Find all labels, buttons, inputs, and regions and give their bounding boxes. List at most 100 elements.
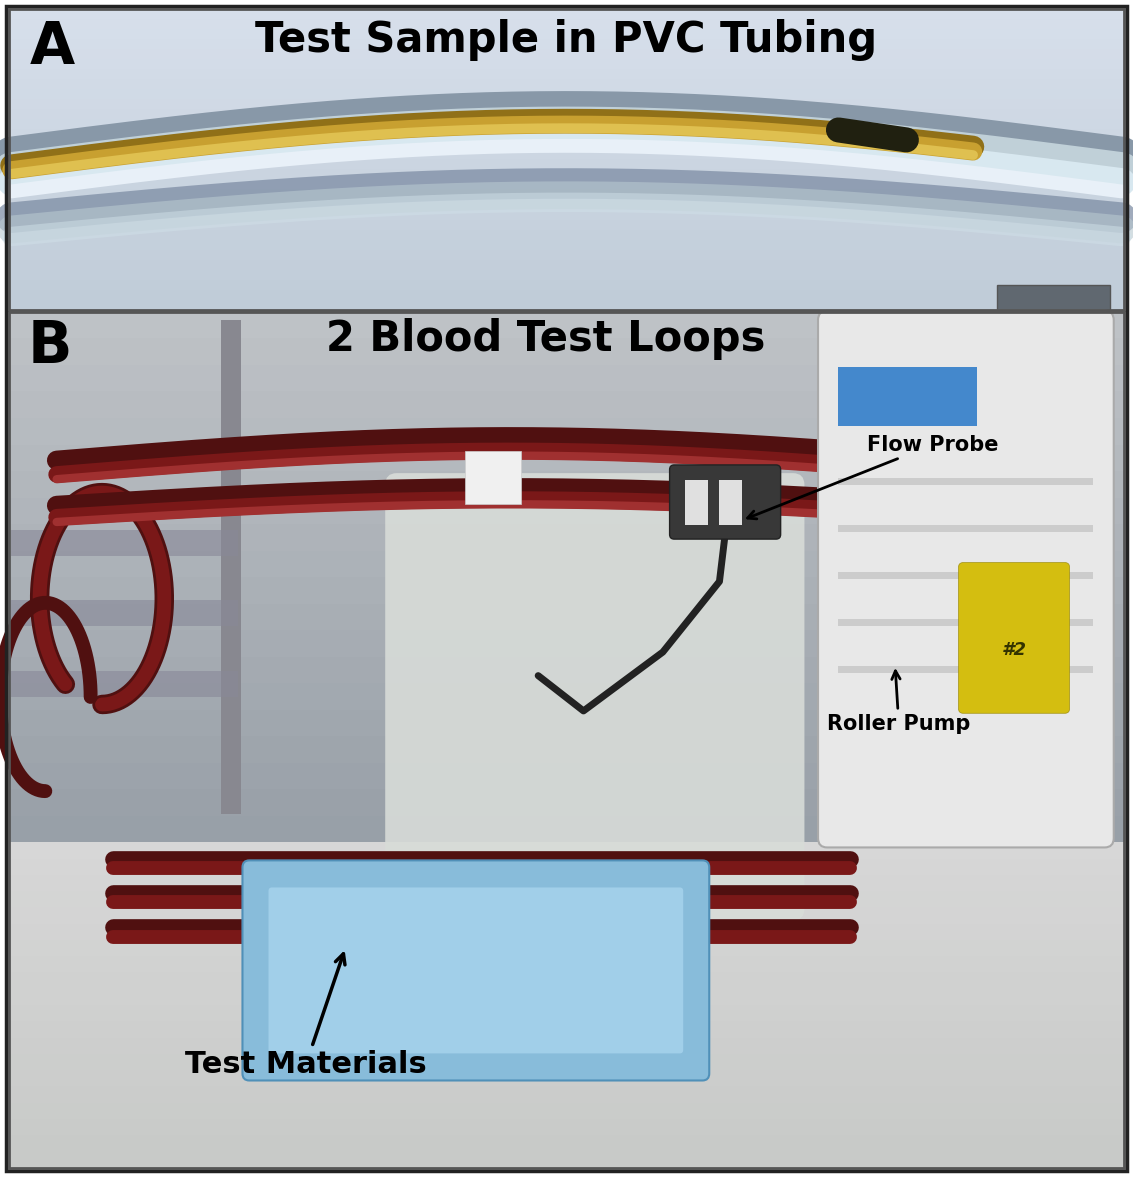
Bar: [9, 220, 1124, 230]
Bar: [9, 859, 1124, 875]
Text: #2: #2: [1002, 640, 1026, 659]
Bar: [9, 80, 1124, 89]
Bar: [9, 875, 1124, 891]
Bar: [9, 790, 1124, 816]
Bar: [9, 49, 1124, 59]
Bar: [9, 604, 1124, 630]
Bar: [9, 89, 1124, 100]
Bar: [9, 471, 1124, 498]
Text: A: A: [29, 19, 75, 75]
Bar: [9, 1151, 1124, 1168]
FancyBboxPatch shape: [818, 311, 1114, 847]
Bar: [9, 240, 1124, 250]
FancyBboxPatch shape: [242, 860, 709, 1080]
Bar: [9, 260, 1124, 270]
Bar: [9, 312, 1124, 339]
Bar: [9, 69, 1124, 80]
Bar: [9, 418, 1124, 445]
Bar: [9, 59, 1124, 69]
Bar: [9, 210, 1124, 219]
Bar: [9, 19, 1124, 29]
Bar: [838, 478, 1093, 485]
Bar: [9, 392, 1124, 418]
Bar: [9, 498, 1124, 524]
Bar: [9, 1103, 1124, 1119]
Bar: [9, 1070, 1124, 1086]
Text: Roller Pump: Roller Pump: [827, 671, 971, 733]
Bar: [9, 300, 1124, 310]
Bar: [9, 1005, 1124, 1022]
FancyBboxPatch shape: [385, 473, 804, 920]
Bar: [9, 763, 1124, 790]
Bar: [11, 530, 238, 556]
Text: Test Materials: Test Materials: [185, 953, 427, 1079]
Bar: [9, 365, 1124, 392]
Bar: [9, 180, 1124, 189]
Bar: [9, 149, 1124, 159]
Bar: [9, 270, 1124, 280]
Bar: [9, 956, 1124, 972]
Bar: [9, 200, 1124, 210]
Bar: [9, 972, 1124, 989]
Bar: [838, 525, 1093, 532]
Bar: [11, 671, 238, 697]
Bar: [9, 657, 1124, 684]
Bar: [9, 445, 1124, 471]
Bar: [9, 710, 1124, 737]
Bar: [9, 189, 1124, 199]
Text: Flow Probe: Flow Probe: [748, 435, 998, 519]
Bar: [9, 39, 1124, 49]
Bar: [9, 1119, 1124, 1135]
Bar: [838, 367, 977, 426]
Bar: [9, 290, 1124, 300]
Bar: [9, 940, 1124, 956]
Bar: [9, 577, 1124, 604]
FancyBboxPatch shape: [670, 465, 781, 539]
Bar: [9, 924, 1124, 940]
Bar: [9, 120, 1124, 129]
Bar: [9, 312, 1124, 1168]
Bar: [9, 524, 1124, 551]
Bar: [9, 907, 1124, 924]
Bar: [9, 169, 1124, 179]
Bar: [9, 1135, 1124, 1151]
Bar: [9, 843, 1124, 859]
Bar: [685, 480, 708, 525]
Bar: [9, 160, 1124, 169]
Bar: [465, 452, 521, 505]
Bar: [9, 9, 1124, 19]
Bar: [9, 684, 1124, 710]
Bar: [9, 551, 1124, 577]
Bar: [11, 600, 238, 626]
Bar: [9, 109, 1124, 120]
Bar: [9, 1053, 1124, 1070]
Bar: [9, 816, 1124, 843]
Bar: [9, 250, 1124, 260]
Bar: [838, 619, 1093, 626]
FancyBboxPatch shape: [269, 887, 683, 1053]
Text: Test Sample in PVC Tubing: Test Sample in PVC Tubing: [255, 19, 878, 61]
Bar: [719, 480, 742, 525]
Bar: [9, 29, 1124, 40]
Bar: [9, 9, 1124, 310]
Bar: [9, 1022, 1124, 1037]
Bar: [9, 630, 1124, 657]
Bar: [9, 891, 1124, 907]
Text: B: B: [27, 318, 71, 374]
Bar: [9, 230, 1124, 240]
Bar: [9, 129, 1124, 140]
FancyBboxPatch shape: [959, 563, 1070, 713]
Bar: [9, 989, 1124, 1005]
Bar: [838, 666, 1093, 673]
Bar: [9, 339, 1124, 365]
Bar: [9, 737, 1124, 763]
Bar: [9, 1037, 1124, 1053]
Bar: [9, 1086, 1124, 1103]
Bar: [9, 100, 1124, 109]
Bar: [9, 140, 1124, 149]
Bar: [221, 320, 241, 814]
Bar: [9, 280, 1124, 290]
Bar: [997, 285, 1110, 603]
Text: 2 Blood Test Loops: 2 Blood Test Loops: [326, 318, 766, 360]
Bar: [838, 572, 1093, 579]
